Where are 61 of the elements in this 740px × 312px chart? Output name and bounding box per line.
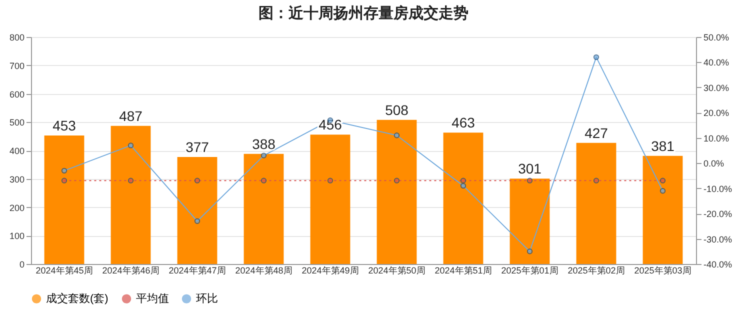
- y-tick-label: 300: [9, 174, 24, 184]
- x-tick-label: 2024年第45周: [36, 266, 93, 276]
- point: [526, 248, 533, 254]
- y2-tick-label: -10.0%: [704, 184, 732, 194]
- x-tick-label: 2025年第02周: [568, 266, 625, 276]
- point: [61, 168, 68, 174]
- data-label: 427: [584, 124, 608, 141]
- y2-tick-label: 20.0%: [704, 108, 730, 118]
- data-label: 463: [452, 114, 476, 131]
- bar: [576, 142, 616, 264]
- point: [394, 132, 400, 138]
- point: [128, 142, 134, 148]
- legend-label: 环比: [196, 292, 218, 305]
- data-label: 388: [252, 136, 276, 152]
- y2-tick-label: -30.0%: [704, 234, 732, 244]
- bar: [443, 132, 484, 264]
- x-tick-label: 2024年第49周: [302, 266, 359, 276]
- y-tick-label: 0: [19, 260, 24, 270]
- legend-label: 成交套数(套): [46, 292, 108, 305]
- chart-title: 图：近十周扬州存量房成交走势: [258, 4, 468, 22]
- bar: [642, 156, 683, 264]
- x-tick-label: 2024年第47周: [168, 266, 226, 276]
- bar: [310, 134, 350, 264]
- point: [260, 152, 267, 158]
- y2-tick-label: 40.0%: [704, 58, 730, 68]
- point: [460, 182, 466, 189]
- bar: [244, 154, 284, 264]
- y-tick-label: 600: [9, 89, 24, 100]
- data-label: 508: [385, 102, 409, 118]
- x-tick-label: 2025年第01周: [501, 266, 558, 276]
- x-tick-label: 2024年第50周: [368, 266, 426, 276]
- bar: [177, 157, 218, 264]
- y2-tick-label: 10.0%: [704, 133, 730, 144]
- data-label: 381: [651, 138, 675, 154]
- y2-tick-label: -40.0%: [704, 260, 732, 270]
- y-tick-label: 500: [9, 118, 24, 128]
- x-tick-label: 2024年第48周: [235, 266, 292, 276]
- y2-tick-label: 30.0%: [704, 82, 730, 93]
- point: [660, 188, 666, 194]
- y-tick-label: 100: [9, 231, 24, 242]
- y-tick-label: 700: [9, 60, 24, 71]
- bar: [44, 135, 84, 264]
- y-tick-label: 800: [9, 32, 24, 42]
- x-tick-label: 2025年第03周: [634, 266, 692, 276]
- bar: [110, 126, 151, 264]
- y2-tick-label: 0.0%: [704, 158, 724, 169]
- data-label: 301: [518, 160, 542, 177]
- y-tick-label: 400: [9, 146, 24, 156]
- point: [194, 218, 200, 224]
- legend-label: 平均值: [136, 292, 169, 305]
- x-tick-label: 2024年第51周: [434, 266, 492, 276]
- x-tick-label: 2024年第46周: [102, 266, 160, 276]
- bar: [376, 120, 417, 264]
- point: [593, 54, 600, 60]
- y-tick-label: 200: [9, 202, 24, 213]
- data-label: 453: [52, 117, 76, 134]
- data-label: 487: [119, 108, 143, 124]
- bar: [510, 178, 550, 264]
- y2-tick-label: -20.0%: [704, 209, 732, 220]
- data-label: 377: [186, 139, 210, 156]
- y2-tick-label: 50.0%: [704, 32, 730, 42]
